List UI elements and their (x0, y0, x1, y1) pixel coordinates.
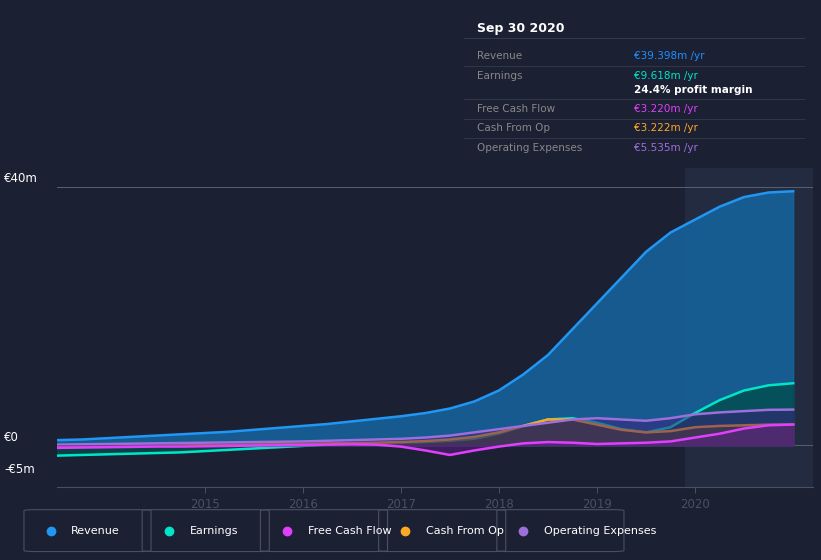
Text: €3.220m /yr: €3.220m /yr (635, 104, 698, 114)
Text: €0: €0 (4, 431, 19, 444)
Text: €39.398m /yr: €39.398m /yr (635, 51, 704, 60)
Text: -€5m: -€5m (4, 464, 34, 477)
Text: Free Cash Flow: Free Cash Flow (308, 526, 392, 535)
Bar (686, 168, 813, 487)
Text: €9.618m /yr: €9.618m /yr (635, 72, 698, 82)
Text: Earnings: Earnings (478, 72, 523, 82)
Text: Operating Expenses: Operating Expenses (478, 143, 583, 153)
Text: Cash From Op: Cash From Op (426, 526, 504, 535)
Text: €40m: €40m (4, 171, 38, 185)
Text: Free Cash Flow: Free Cash Flow (478, 104, 556, 114)
Text: Revenue: Revenue (71, 526, 120, 535)
Text: Revenue: Revenue (478, 51, 523, 60)
Text: €3.222m /yr: €3.222m /yr (635, 123, 698, 133)
Text: €5.535m /yr: €5.535m /yr (635, 143, 698, 153)
Text: Cash From Op: Cash From Op (478, 123, 551, 133)
Text: Operating Expenses: Operating Expenses (544, 526, 657, 535)
Text: 24.4% profit margin: 24.4% profit margin (635, 85, 753, 95)
Text: Earnings: Earnings (190, 526, 238, 535)
Text: Sep 30 2020: Sep 30 2020 (478, 22, 565, 35)
